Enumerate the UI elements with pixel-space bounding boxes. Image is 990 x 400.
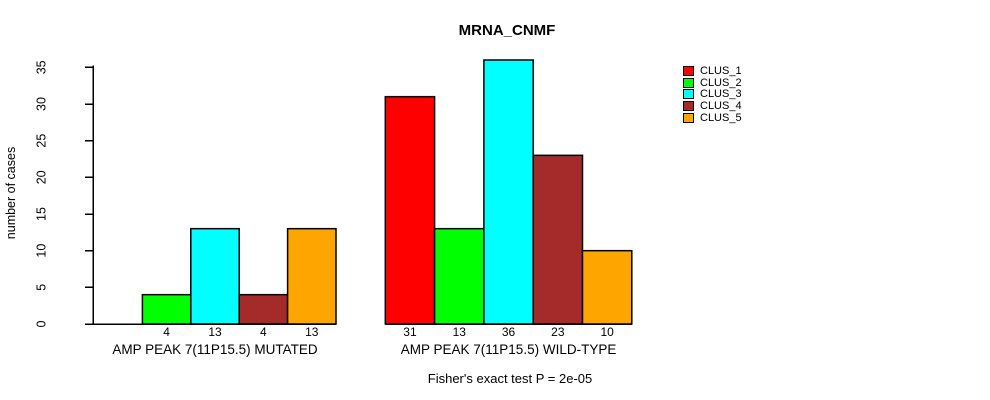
bar-clus_3-group2 — [483, 59, 534, 325]
legend-swatch-clus_5 — [683, 112, 694, 123]
legend: CLUS_1 CLUS_2 CLUS_3 CLUS_4 CLUS_5 — [683, 65, 742, 124]
bar-clus_5-group1 — [286, 227, 337, 325]
y-tick-label: 30 — [34, 97, 48, 111]
chart-title: MRNA_CNMF — [458, 22, 556, 39]
y-tick-label: 20 — [34, 170, 48, 184]
bar-clus_4-group1 — [238, 293, 289, 325]
bar-clus_1-group2 — [384, 95, 436, 325]
y-tick-label: 0 — [34, 320, 48, 327]
legend-swatch-clus_4 — [683, 100, 694, 111]
bar-clus_2-group1 — [141, 293, 192, 325]
legend-item-clus_3: CLUS_3 — [683, 88, 742, 100]
legend-item-clus_1: CLUS_1 — [683, 65, 742, 77]
bar-value-label: 13 — [305, 325, 319, 339]
bar-value-label: 10 — [600, 325, 614, 339]
bar-value-label: 36 — [502, 325, 516, 339]
legend-item-clus_5: CLUS_5 — [683, 112, 742, 124]
legend-swatch-clus_3 — [683, 89, 694, 100]
legend-item-clus_2: CLUS_2 — [683, 77, 742, 89]
group-label: AMP PEAK 7(11P15.5) MUTATED — [112, 342, 318, 357]
y-tick-label: 5 — [34, 284, 48, 291]
legend-swatch-clus_2 — [683, 77, 694, 88]
legend-label: CLUS_3 — [700, 88, 742, 101]
bar-value-label: 23 — [551, 325, 565, 339]
bar-value-label: 13 — [208, 325, 222, 339]
y-tick-label: 10 — [34, 244, 48, 258]
bar-clus_3-group1 — [190, 227, 240, 325]
y-tick-label: 25 — [34, 134, 48, 148]
fisher-test-annotation: Fisher's exact test P = 2e-05 — [427, 371, 593, 386]
legend-label: CLUS_5 — [700, 111, 742, 124]
bar-clus_2-group2 — [433, 227, 485, 325]
y-tick-label: 15 — [34, 207, 48, 221]
y-tick-label: 35 — [34, 60, 48, 74]
bar-value-label: 4 — [260, 325, 267, 339]
bar-clus_4-group2 — [532, 154, 584, 325]
bar-value-label: 13 — [453, 325, 467, 339]
legend-label: CLUS_4 — [700, 99, 742, 112]
legend-item-clus_4: CLUS_4 — [683, 100, 742, 112]
group-label: AMP PEAK 7(11P15.5) WILD-TYPE — [401, 342, 617, 357]
legend-label: CLUS_1 — [700, 64, 742, 77]
legend-swatch-clus_1 — [683, 65, 694, 76]
bar-clus_5-group2 — [581, 249, 633, 325]
bar-value-label: 4 — [163, 325, 170, 339]
legend-label: CLUS_2 — [700, 76, 742, 89]
bar-value-label: 31 — [403, 325, 417, 339]
